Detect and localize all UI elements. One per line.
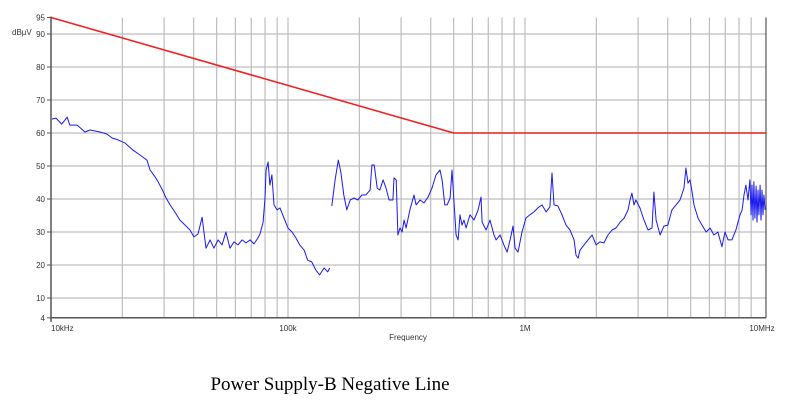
limit-line bbox=[50, 16, 766, 134]
y-tick-label: 60 bbox=[36, 129, 45, 138]
chart-title: Power Supply-B Negative Line bbox=[210, 374, 450, 395]
x-axis-label: Frequency bbox=[389, 333, 427, 342]
x-tick-label: 1M bbox=[519, 324, 530, 333]
measurement-trace bbox=[331, 159, 766, 259]
y-tick-label: 90 bbox=[36, 30, 45, 39]
tick-labels: 4 10 20 30 40 50 60 70 80 90 95 10kHz 100k 1M 10MHz bbox=[36, 14, 775, 334]
grid bbox=[51, 17, 766, 318]
y-tick-label: 80 bbox=[36, 63, 45, 72]
measurement-trace bbox=[51, 116, 331, 276]
y-tick-label: 4 bbox=[41, 314, 46, 323]
x-tick-label: 10MHz bbox=[749, 324, 774, 333]
y-axis-label: dBµV bbox=[12, 28, 32, 37]
axes bbox=[47, 16, 767, 322]
y-tick-label: 40 bbox=[36, 195, 45, 204]
y-tick-label: 20 bbox=[36, 261, 45, 270]
x-tick-label: 100k bbox=[279, 324, 297, 333]
series bbox=[50, 16, 766, 276]
y-tick-label: 70 bbox=[36, 96, 45, 105]
y-tick-label: 95 bbox=[36, 14, 45, 23]
x-tick-label: 10kHz bbox=[51, 324, 74, 333]
y-tick-label: 50 bbox=[36, 162, 45, 171]
y-tick-label: 30 bbox=[36, 228, 45, 237]
y-tick-label: 10 bbox=[36, 294, 45, 303]
